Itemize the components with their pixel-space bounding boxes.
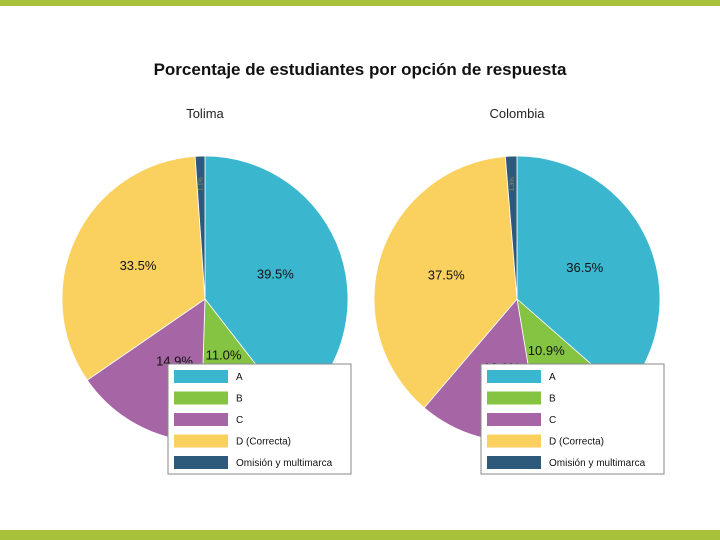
legend-label-colombia-b: B: [549, 394, 556, 405]
legend-swatch-tolima-d: [174, 434, 228, 448]
pie-subtitle-colombia: Colombia: [490, 106, 546, 121]
legend-swatch-tolima-b: [174, 391, 228, 405]
legend-label-colombia-a: A: [549, 372, 556, 383]
legend-swatch-tolima-omision: [174, 456, 228, 469]
legend-label-tolima-a: A: [236, 372, 243, 383]
legend-label-tolima-c: C: [236, 415, 243, 426]
pie-label-colombia-b: 10.9%: [528, 343, 565, 358]
bottom-accent-band: [0, 530, 720, 540]
pie-label-tolima-omision: 1.1%: [199, 177, 205, 191]
legend-label-tolima-d: D (Correcta): [236, 437, 291, 448]
legend-label-tolima-omision: Omisión y multimarca: [236, 458, 333, 469]
pie-slice-tolima-d: [61, 155, 206, 381]
legend-label-colombia-d: D (Correcta): [549, 437, 604, 448]
pie-slice-colombia-omision: [504, 155, 518, 300]
pie-subtitle-tolima: Tolima: [186, 106, 224, 121]
legend-label-colombia-omision: Omisión y multimarca: [549, 458, 646, 469]
pie-slice-colombia-d: [373, 156, 518, 409]
pie-label-tolima-a: 39.5%: [257, 266, 294, 281]
pie-label-colombia-omision: 1.3%: [510, 177, 516, 191]
legend-swatch-tolima-a: [174, 370, 228, 383]
top-accent-band: [0, 0, 720, 6]
pie-label-tolima-d: 33.5%: [120, 258, 157, 273]
legend-swatch-colombia-a: [487, 370, 541, 383]
legend-swatch-colombia-omision: [487, 456, 541, 469]
legend-label-tolima-b: B: [236, 394, 243, 405]
legend-swatch-colombia-b: [487, 391, 541, 405]
pie-label-colombia-d: 37.5%: [428, 268, 465, 283]
legend-swatch-colombia-c: [487, 413, 541, 426]
legend-swatch-colombia-d: [487, 434, 541, 448]
legend-swatch-tolima-c: [174, 413, 228, 426]
pie-label-tolima-b: 11.0%: [206, 347, 242, 362]
pie-label-colombia-a: 36.5%: [566, 260, 603, 275]
pie-slice-tolima-omision: [194, 155, 206, 300]
pie-slice-colombia-a: [516, 155, 661, 394]
legend-label-colombia-c: C: [549, 415, 556, 426]
chart-title: Porcentaje de estudiantes por opción de …: [153, 60, 567, 79]
